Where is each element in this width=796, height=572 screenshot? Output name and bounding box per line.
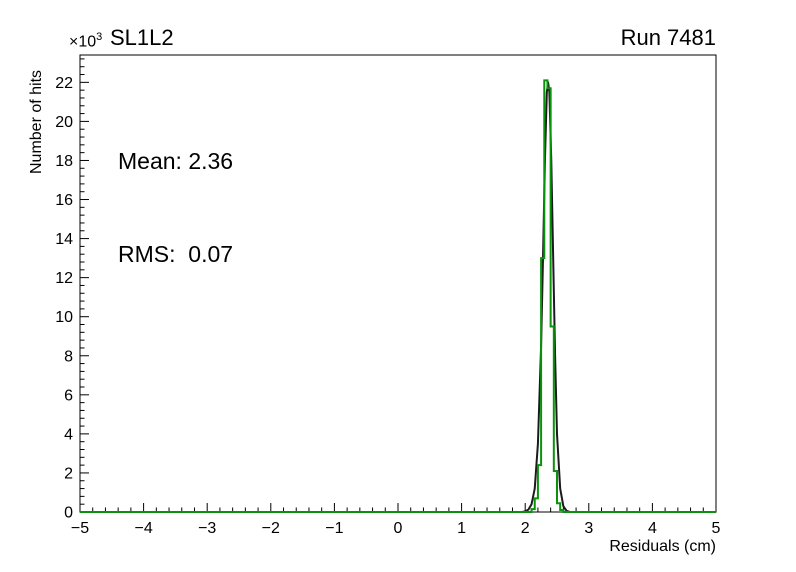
y-axis-title: Number of hits (28, 69, 45, 174)
y-axis-multiplier: ×103 (69, 31, 102, 51)
y-tick-label: 4 (64, 426, 73, 443)
x-tick-label: 3 (584, 520, 593, 537)
y-tick-label: 0 (64, 505, 73, 522)
x-tick-label: 1 (457, 520, 466, 537)
fitted-distribution-curve (521, 81, 571, 513)
x-tick-label: 2 (521, 520, 530, 537)
stat-rms: RMS: 0.07 (118, 241, 234, 267)
residuals-histogram (80, 79, 716, 513)
x-tick-label: −1 (325, 520, 343, 537)
y-tick-label: 6 (64, 387, 73, 404)
y-tick-label: 12 (55, 270, 73, 287)
x-tick-label: −4 (134, 520, 152, 537)
y-tick-label: 16 (55, 192, 73, 209)
stat-mean: Mean: 2.36 (118, 148, 234, 174)
x-tick-label: −3 (198, 520, 216, 537)
y-tick-label: 8 (64, 348, 73, 365)
stats-box: Mean: 2.36 RMS: 0.07 (118, 84, 233, 332)
y-axis-multiplier-exponent: 3 (96, 31, 103, 43)
run-label: Run 7481 (620, 25, 716, 50)
x-tick-label: 0 (394, 520, 403, 537)
y-tick-label: 14 (55, 231, 73, 248)
y-tick-label: 22 (55, 75, 73, 92)
x-tick-label: −2 (262, 520, 280, 537)
plot-title: SL1L2 (110, 25, 174, 50)
x-tick-label: 4 (648, 520, 657, 537)
x-axis-title: Residuals (cm) (609, 538, 716, 555)
y-tick-label: 2 (64, 465, 73, 482)
y-axis-multiplier-base: ×10 (69, 33, 97, 51)
y-tick-label: 18 (55, 153, 73, 170)
x-tick-label: −5 (71, 520, 89, 537)
y-tick-label: 10 (55, 309, 73, 326)
y-tick-label: 20 (55, 114, 73, 131)
x-tick-label: 5 (712, 520, 721, 537)
